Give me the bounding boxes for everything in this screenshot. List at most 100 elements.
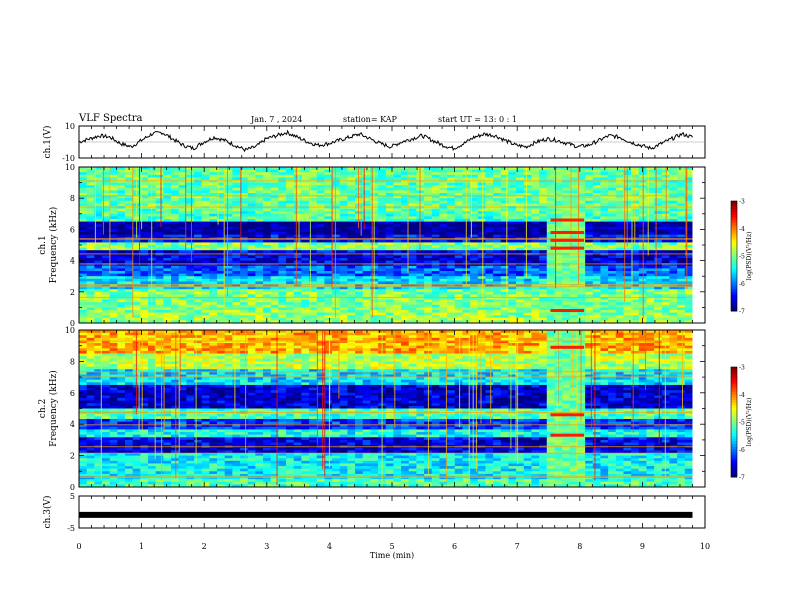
ch1-spectrogram-cell [217,245,226,248]
ch1-spectrogram-cell [309,219,318,222]
ch1-spectrogram-cell [523,315,532,319]
ch1-spectrogram-cell [293,203,302,207]
ch1-spectrogram-cell [454,315,463,319]
ch1-spectrogram-cell [646,187,655,191]
ch1-spectrogram-cell [569,278,578,282]
ch1-spectrogram-cell [79,190,88,194]
ch1-spectrogram-cell [684,208,693,212]
ch1-spectrogram-cell [577,198,586,202]
ch1-spectrogram-cell [286,221,295,225]
ch1-spectrogram-cell [447,297,456,300]
ch1-spectrogram-cell [554,278,563,282]
ch1-spectrogram-cell [585,315,594,319]
ch1-spectrogram-cell [661,278,670,282]
ch1-spectrogram-cell [355,289,364,293]
ch1-spectrogram-cell [79,250,88,254]
ch1-spectrogram-cell [462,310,471,313]
ch1-spectrogram-cell [255,198,264,202]
ch1-spectrogram-cell [454,286,463,290]
ch1-spectrogram-cell [569,286,578,290]
ch1-spectrogram-cell [247,219,256,222]
ch1-spectrogram-cell [94,315,103,319]
ch1-spectrogram-cell [293,278,302,282]
ch1-spectrogram-cell [485,302,494,306]
ch1-spectrogram-cell [516,265,525,269]
ch1-spectrogram-cell [278,265,287,269]
ch1-spectrogram-cell [600,208,609,212]
ch1-spectrogram-cell [654,276,663,280]
ch1-spectrogram-cell [684,320,693,324]
ch1-spectrogram-cell [608,250,617,254]
ch1-spectrogram-cell [393,265,402,269]
ch1-spectrogram-cell [86,260,95,264]
ch1-spectrogram-cell [79,245,88,248]
ch1-spectrogram-cell [493,247,502,251]
ch1-spectrogram-cell [132,297,141,300]
ch1-spectrogram-cell [646,245,655,248]
ch1-spectrogram-cell [209,187,218,191]
ch1-spectrogram-cell [125,265,134,269]
ch1-spectrogram-cell [94,203,103,207]
ch1-spectrogram-cell [232,226,241,230]
ch1-spectrogram-cell [431,221,440,225]
ch1-spectrogram-cell [86,242,95,246]
ch1-spectrogram-cell [615,289,624,293]
ch1-spectrogram-cell [301,211,310,215]
ch1-spectrogram-cell [408,258,417,261]
ch1-spectrogram-cell [209,312,218,316]
ch1-spectrogram-cell [615,193,624,196]
ch1-spectrogram-cell [531,180,540,183]
ch1-spectrogram-cell [677,258,686,261]
ch1-spectrogram-cell [493,260,502,264]
ch1-spectrogram-cell [309,268,318,272]
ch1-spectrogram-cell [485,174,494,178]
ch1-spectrogram-cell [401,216,410,220]
ch1-spectrogram-cell [79,172,88,176]
ch1-spectrogram-cell [293,320,302,324]
ch1-spectrogram-cell [217,284,226,287]
ch1-spectrogram-cell [562,208,571,212]
ch1-spectrogram-cell [309,294,318,298]
ch1-spectrogram-cell [684,177,693,181]
ch1-spectrogram-cell [477,276,486,280]
ch1-spectrogram-cell [431,291,440,295]
ch1-spectrogram-cell [247,315,256,319]
ch1-spectrogram-cell [447,299,456,303]
ch1-spectrogram-cell [155,284,164,287]
ch1-spectrogram-cell [669,187,678,191]
ch1-spectrogram-cell [408,172,417,176]
ch1-spectrogram-cell [577,177,586,181]
ch1-spectrogram-cell [654,260,663,264]
ch1-spectrogram-cell [493,273,502,277]
ch1-spectrogram-cell [293,182,302,186]
ch1-spectrogram-cell [592,203,601,207]
ch1-spectrogram-cell [171,268,180,272]
ch1-spectrogram-cell [378,177,387,181]
ch1-spectrogram-cell [562,286,571,290]
ch1-spectrogram-cell [485,258,494,261]
ch1-spectrogram-cell [531,281,540,285]
ch1-spectrogram-cell [117,177,126,181]
ch1-spectrogram-cell [247,182,256,186]
ch1-spectrogram-cell [117,263,126,267]
ch1-spectrogram-cell [684,312,693,316]
ch1-spectrogram-cell [447,317,456,321]
ch1-spectrogram-cell [592,229,601,233]
ch1-spectrogram-cell [646,289,655,293]
ch1-spectrogram-cell [615,200,624,204]
ch1-spectrogram-cell [592,299,601,303]
ch1-spectrogram-cell [654,286,663,290]
ch1-spectrogram-cell [132,294,141,298]
ch1-spectrogram-cell [109,172,118,176]
ch1-spectrogram-cell [324,198,333,202]
ch1-spectrogram-cell [477,239,486,243]
ch1-spectrogram-cell [155,260,164,264]
ch1-spectrogram-cell [646,234,655,238]
ch1-spectrogram-cell [539,239,548,243]
ch1-spectrogram-cell [677,216,686,220]
ch1-spectrogram-cell [546,317,555,321]
ch1-spectrogram-cell [393,273,402,277]
ch1-spectrogram-cell [531,255,540,259]
ch1-spectrogram-cell [332,203,341,207]
ch1-spectrogram-cell [278,299,287,303]
